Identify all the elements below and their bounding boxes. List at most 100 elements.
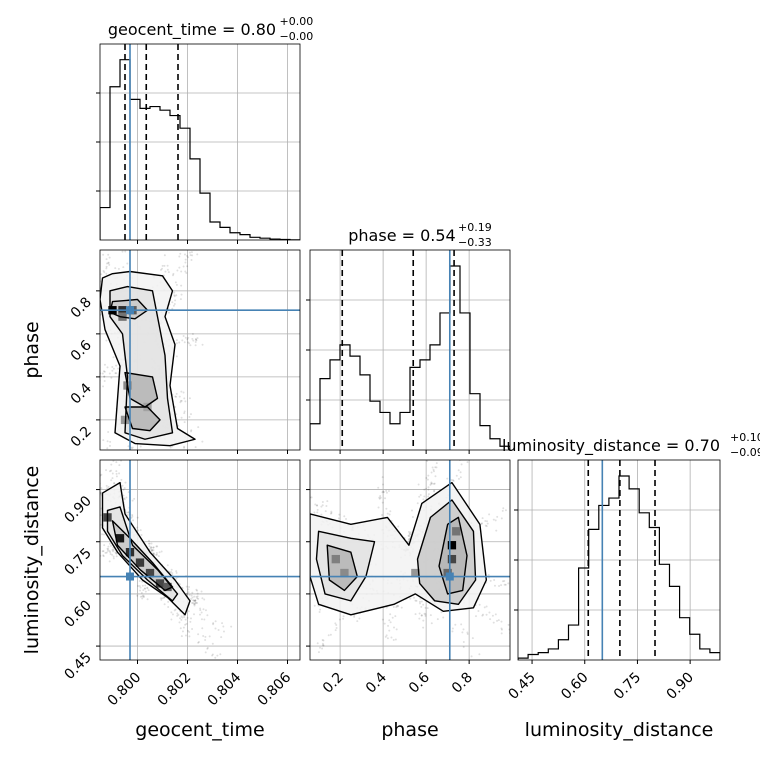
sample-point [131,499,134,502]
sample-point [480,522,483,525]
sample-point [495,529,498,532]
sample-point [94,239,96,241]
sample-point [173,609,176,612]
sample-point [427,486,430,489]
sample-point [102,253,105,256]
sample-point [459,476,462,479]
sample-point [126,475,128,477]
x-tick-label: 0.804 [205,669,245,709]
sample-point [85,323,87,325]
sample-point [278,579,280,581]
sample-point [106,549,109,552]
sample-point [230,625,233,628]
sample-point [202,493,204,495]
sample-point [127,484,129,486]
panel-frame-group [96,459,301,664]
contour-line [106,506,179,602]
sample-point [169,446,172,449]
sample-point [110,463,113,466]
sample-point [379,495,382,498]
sample-point [105,484,108,487]
sample-point [263,631,265,633]
sample-point [111,366,114,369]
sample-point [388,619,391,622]
sample-point [462,628,465,631]
histogram-luminosity_distance [518,475,720,660]
sample-point [283,626,285,628]
sample-point [276,501,278,503]
sample-point [429,483,432,486]
sample-point [117,236,119,238]
sample-point [113,482,116,485]
sample-point [459,471,462,474]
sample-point [176,269,179,272]
sample-point [72,265,74,267]
sample-point [180,618,183,621]
sample-point [199,607,202,610]
sample-point [90,223,92,225]
sample-point [276,630,278,632]
sample-point [173,291,176,294]
sample-point [107,548,110,551]
sample-point [182,626,185,629]
sample-point [174,608,177,611]
sample-point [409,531,412,534]
sample-point [250,635,252,637]
sample-point [73,265,75,267]
sample-point [188,397,191,400]
sample-point [188,630,191,633]
sample-point [304,613,306,615]
sample-point [313,604,316,607]
sample-point [526,582,528,584]
sample-point [109,457,111,459]
sample-point [87,253,89,255]
sample-point [489,579,492,582]
sample-point [197,633,200,636]
sample-point [497,619,500,622]
sample-point [291,624,293,626]
density-fill [125,406,160,431]
sample-point [96,476,98,478]
sample-point [269,625,271,627]
sample-point [147,539,150,542]
sample-point [419,602,422,605]
sample-point [382,491,385,494]
sample-point [292,619,294,621]
sample-point [178,341,181,344]
sample-point [193,600,196,603]
sample-point [276,506,278,508]
sample-point [264,626,266,628]
sample-point [273,585,275,587]
sample-point [183,410,186,413]
sample-point [189,413,192,416]
sample-point [73,270,75,272]
sample-point [529,643,531,645]
sample-point [187,591,190,594]
sample-point [482,613,485,616]
sample-point [205,487,207,489]
sample-point [175,571,178,574]
sample-point [175,283,178,286]
sample-point [188,342,191,345]
sample-point [189,430,192,433]
sample-point [433,489,436,492]
sample-point [200,611,203,614]
sample-point [175,355,178,358]
sample-point [122,266,125,269]
sample-point [84,519,86,521]
sample-point [70,268,72,270]
sample-point [181,630,184,633]
sample-point [123,231,125,233]
sample-point [187,610,190,613]
sample-point [427,495,430,498]
sample-point [191,628,194,631]
sample-point [148,542,151,545]
sample-point [314,503,317,506]
sample-point [86,519,88,521]
y-tick-label: 0.60 [61,597,94,630]
sample-point [301,507,303,509]
sample-point [142,589,145,592]
sample-point [384,635,387,638]
sample-point [100,465,102,467]
sample-point [520,591,522,593]
